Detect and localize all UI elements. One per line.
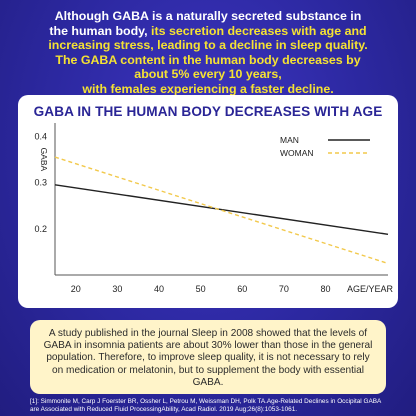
headline: Although GABA is a naturally secreted su…	[0, 9, 416, 97]
legend-label-woman: WOMAN	[280, 148, 314, 158]
x-tick-label: 80	[321, 284, 331, 294]
x-tick-label: 70	[279, 284, 289, 294]
y-tick-label: 0.2	[34, 224, 47, 234]
y-axis-label: GABA	[39, 148, 49, 172]
y-tick-label: 0.3	[34, 178, 47, 188]
x-axis-label: AGE/YEAR	[347, 284, 394, 294]
chart-card: GABA IN THE HUMAN BODY DECREASES WITH AG…	[18, 95, 398, 308]
x-tick-label: 60	[237, 284, 247, 294]
x-tick-label: 50	[196, 284, 206, 294]
chart-title: GABA IN THE HUMAN BODY DECREASES WITH AG…	[33, 104, 383, 119]
headline-intro: Although GABA is a naturally secreted su…	[49, 9, 362, 38]
headline-highlight: its secretion decreases with age and inc…	[48, 23, 368, 82]
headline-emphasis: with females experiencing a faster decli…	[82, 81, 334, 96]
references: [1]: Simmonite M, Carp J Foerster BR, Os…	[30, 398, 381, 413]
x-tick-label: 40	[154, 284, 164, 294]
line-chart: 0.2 0.3 0.4 GABA 20 30 40 50 60 70 80 AGE/YEAR MAN WO…	[34, 123, 394, 294]
series-line-woman	[54, 156, 389, 265]
y-tick-label: 0.4	[34, 131, 47, 141]
series-line-man	[54, 184, 389, 235]
x-tick-label: 20	[71, 284, 81, 294]
x-tick-label: 30	[112, 284, 122, 294]
study-note: A study published in the journal Sleep i…	[30, 320, 386, 394]
legend-label-man: MAN	[280, 135, 299, 145]
